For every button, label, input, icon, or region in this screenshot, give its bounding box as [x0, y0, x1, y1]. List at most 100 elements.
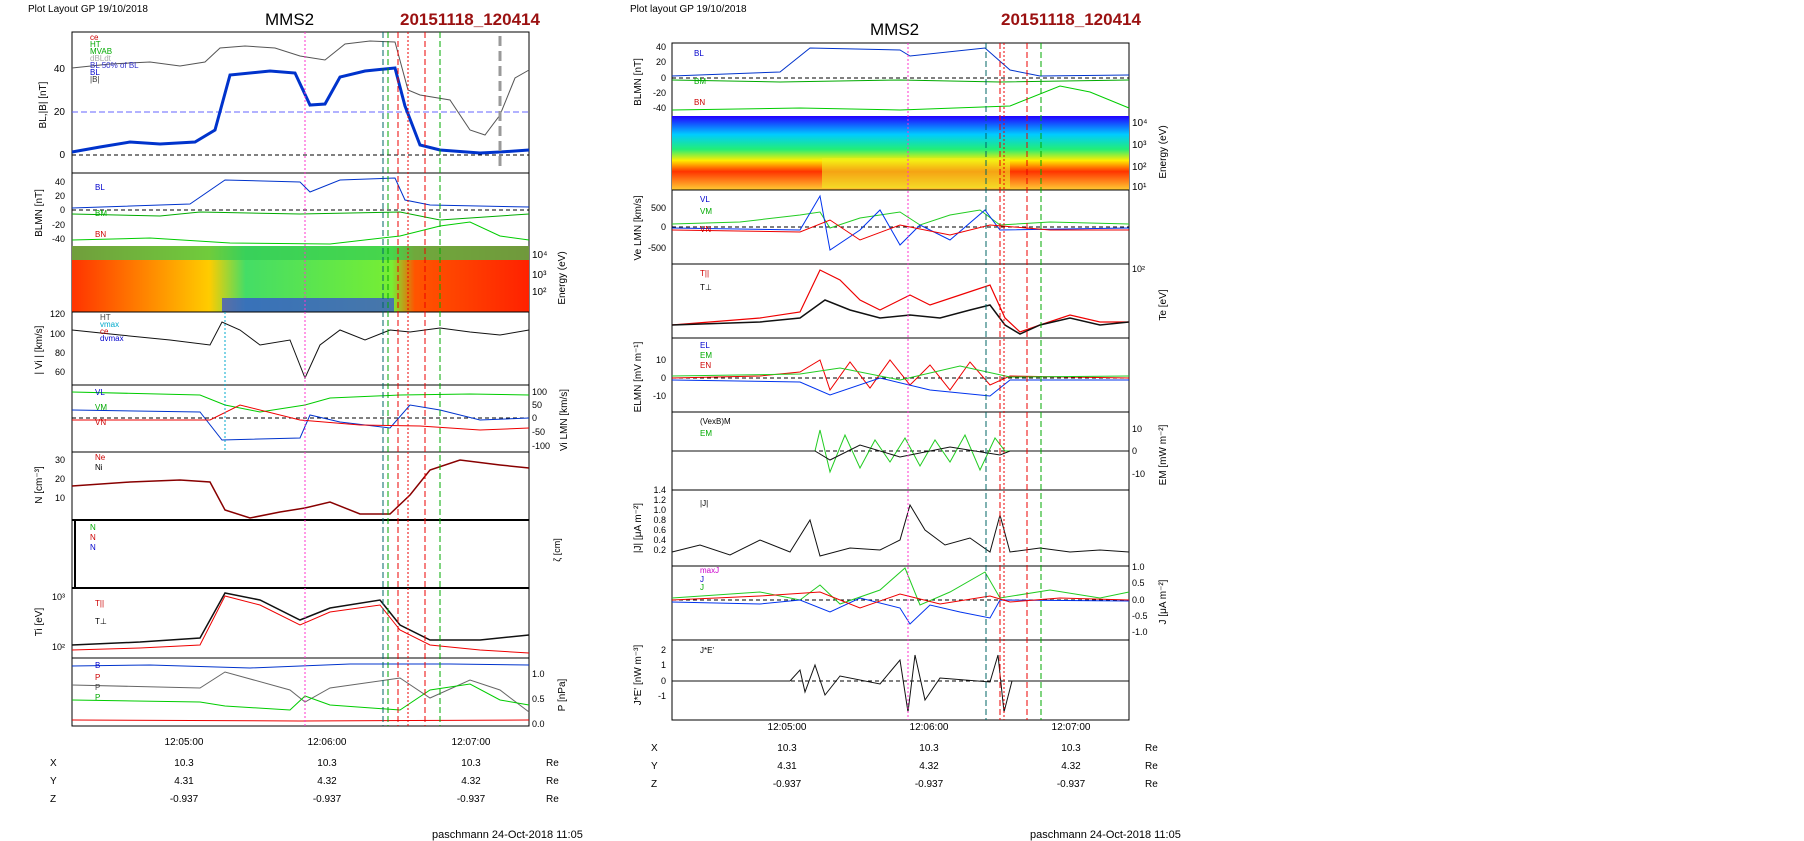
- right-elmn-green-line: [671, 365, 1130, 381]
- right-p5-ylabel: ELMN [mV m⁻¹]: [633, 341, 644, 412]
- right-p9-tick-1: 1: [661, 660, 666, 670]
- right-panel-blmn: 40 20 0 -20 -40 BLMN [nT] BL BM BN: [633, 42, 1130, 113]
- right-p8-legend-1: J: [700, 575, 704, 584]
- right-eph-z-label: Z: [651, 779, 657, 790]
- left-panel-density: 30 20 10 N [cm⁻³] Ne Ni: [34, 451, 530, 519]
- left-p9-legend-0: B: [95, 661, 100, 670]
- left-event-markers: [224, 32, 502, 726]
- left-vi-vl-line: [71, 404, 530, 441]
- left-ti-par-line: [71, 595, 530, 654]
- right-p4-ylabel: Te [eV]: [1158, 289, 1169, 320]
- left-p9-legend-1: P: [95, 673, 100, 682]
- right-p1-ylabel: BLMN [nT]: [633, 58, 644, 106]
- right-panel-elmn: 10 0 -10 ELMN [mV m⁻¹] EL EM EN: [633, 337, 1130, 412]
- left-eph-z-2: -0.937: [457, 794, 486, 805]
- left-p4-tick-60: 60: [55, 367, 65, 377]
- right-p1-tick-m20: -20: [653, 88, 666, 98]
- right-j-red-line: [671, 591, 1130, 609]
- left-blmn-bm-line: [71, 211, 530, 221]
- right-panel-je: 2 1 0 -1 J*E' [nW m⁻³] J*E': [633, 639, 1129, 713]
- left-p8-ylabel: Ti [eV]: [34, 608, 45, 637]
- left-p4-tick-100: 100: [50, 329, 65, 339]
- right-eph-x-2: 10.3: [1061, 743, 1081, 754]
- left-p8-tick-1e3: 10³: [52, 592, 65, 602]
- left-eph-x-unit: Re: [546, 758, 559, 769]
- right-p7-tick-0.8: 0.8: [653, 515, 666, 525]
- right-p7-tick-0.6: 0.6: [653, 525, 666, 535]
- left-p1-legend-4: BL 50% of BL: [90, 61, 139, 70]
- right-elmn-blue-line: [671, 377, 1129, 397]
- right-time-tick-1: 12:06:00: [910, 722, 949, 733]
- right-eph-x-unit: Re: [1145, 743, 1158, 754]
- left-panel-vi-lmn: 100 50 0 -50 -100 Vi LMN [km/s] VL VM VN: [71, 384, 570, 451]
- left-p5-legend-0: VL: [95, 388, 105, 397]
- right-p6-ylabel: EM [mW m⁻²]: [1158, 424, 1169, 485]
- right-panel-em: 10 0 -10 EM [mW m⁻²] (VexB)M EM: [672, 411, 1169, 485]
- right-p9-legend-0: J*E': [700, 646, 714, 655]
- left-p4-tick-120: 120: [50, 309, 65, 319]
- right-eph-z-unit: Re: [1145, 779, 1158, 790]
- right-j-green-line: [671, 567, 1130, 606]
- right-p3-ylabel: Ve LMN [km/s]: [633, 195, 644, 260]
- right-p8-ylabel: J [μA m⁻²]: [1158, 579, 1169, 624]
- left-panel-vi-mag: 120 100 80 60 | Vi | [km/s] HT vmax ce d…: [34, 309, 530, 380]
- right-eph-z-0: -0.937: [773, 779, 802, 790]
- left-panel-empty: N N N ζ [cm]: [72, 519, 562, 589]
- left-eph-z-unit: Re: [546, 794, 559, 805]
- right-p2-tick-1e4: 10⁴: [1132, 118, 1147, 129]
- left-p4-legend-2: ce: [100, 327, 109, 336]
- left-p3-tick-1e4: 10⁴: [532, 250, 547, 261]
- left-p2-tick-20: 20: [55, 191, 65, 201]
- left-p5-ylabel: Vi LMN [km/s]: [559, 389, 570, 451]
- right-p1-tick-40: 40: [656, 42, 666, 52]
- left-eph-y-unit: Re: [546, 776, 559, 787]
- left-p5-tick-50: 50: [532, 400, 542, 410]
- right-p9-tick-0: 0: [661, 676, 666, 686]
- left-eph-y-label: Y: [50, 776, 57, 787]
- left-p7-legend-1: N: [90, 533, 96, 542]
- left-p5-tick-0: 0: [532, 413, 537, 423]
- right-header: Plot layout GP 19/10/2018: [630, 4, 747, 15]
- left-footer: paschmann 24-Oct-2018 11:05: [432, 829, 583, 841]
- left-eph-z-label: Z: [50, 794, 56, 805]
- left-panel-ion-spectrogram: 10⁴ 10³ 10² Energy (eV): [72, 246, 568, 312]
- left-eph-y-2: 4.32: [461, 776, 481, 787]
- left-spacecraft-title: MMS2: [265, 10, 314, 29]
- right-p3-legend-2: VN: [700, 225, 711, 234]
- left-blmn-bn-line: [71, 221, 530, 245]
- left-p2-legend-2: BN: [95, 230, 106, 239]
- left-p6-legend-1: Ni: [95, 463, 103, 472]
- right-j-blue-line: [671, 597, 1130, 625]
- right-time-tick-2: 12:07:00: [1052, 722, 1091, 733]
- left-blmn-bl-line: [71, 177, 530, 209]
- right-p6-tick-m10: -10: [1132, 469, 1145, 479]
- left-p8-legend-0: T||: [95, 599, 104, 608]
- right-j-mag-line: [671, 503, 1130, 557]
- left-panel-blmn: 40 20 0 -20 -40 BLMN [nT] BL BM BN: [34, 177, 530, 245]
- right-p4-legend-1: T⊥: [700, 283, 712, 292]
- right-p1-tick-0: 0: [661, 73, 666, 83]
- left-vi-mag-line: [71, 321, 530, 380]
- right-p2-tick-1e2: 10²: [1132, 162, 1147, 173]
- left-p2-tick-0: 0: [60, 205, 65, 215]
- left-eph-x-label: X: [50, 758, 57, 769]
- right-p7-tick-1.2: 1.2: [653, 495, 666, 505]
- left-header: Plot Layout GP 19/10/2018: [28, 4, 148, 15]
- left-p4-legend-1: vmax: [100, 320, 119, 329]
- left-p1-tick-20: 20: [54, 107, 66, 118]
- right-eph-y-label: Y: [651, 761, 658, 772]
- left-p7-legend-2: N: [90, 543, 96, 552]
- left-eph-x-0: 10.3: [174, 758, 194, 769]
- left-bl-line: [71, 66, 530, 155]
- right-p8-tick-m1.0: -1.0: [1132, 627, 1148, 637]
- left-p4-legend-0: HT: [100, 313, 111, 322]
- left-p9-ylabel: P [nPa]: [557, 678, 568, 711]
- right-elmn-red-line: [671, 359, 1130, 392]
- right-ve-red-line: [671, 219, 1129, 241]
- left-p1-legend-5: BL: [90, 68, 100, 77]
- left-figure: Plot Layout GP 19/10/2018 MMS2 20151118_…: [28, 4, 583, 841]
- left-p9-legend-2: P: [95, 683, 100, 692]
- left-absb-line: [71, 40, 530, 136]
- left-p1-legend-3: dBLdt: [90, 54, 112, 63]
- right-p7-tick-1.0: 1.0: [653, 505, 666, 515]
